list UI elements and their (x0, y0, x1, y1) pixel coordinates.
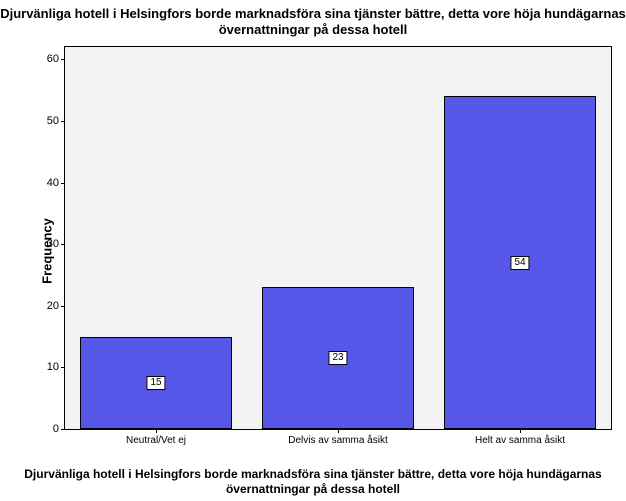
xtick-label: Neutral/Vet ej (126, 435, 186, 446)
xtick-mark (520, 429, 521, 433)
bar-value-label: 54 (510, 256, 529, 270)
ytick-mark (61, 429, 65, 430)
chart-title: Djurvänliga hotell i Helsingfors borde m… (0, 6, 626, 39)
xtick-mark (156, 429, 157, 433)
plot-area: 010203040506015Neutral/Vet ej23Delvis av… (64, 46, 612, 430)
ytick-mark (61, 121, 65, 122)
ytick-label: 50 (47, 115, 59, 127)
ytick-mark (61, 244, 65, 245)
ytick-mark (61, 367, 65, 368)
ytick-label: 0 (53, 423, 59, 435)
bar-value-label: 15 (146, 376, 165, 390)
ytick-label: 60 (47, 53, 59, 65)
ytick-label: 30 (47, 238, 59, 250)
xtick-label: Delvis av samma åsikt (288, 435, 387, 446)
x-axis-label: Djurvänliga hotell i Helsingfors borde m… (0, 467, 626, 497)
ytick-label: 10 (47, 361, 59, 373)
bar-value-label: 23 (328, 351, 347, 365)
y-axis-label: Frequency (39, 218, 54, 284)
ytick-mark (61, 306, 65, 307)
ytick-mark (61, 59, 65, 60)
xtick-mark (338, 429, 339, 433)
xtick-label: Helt av samma åsikt (475, 435, 565, 446)
bar-chart: Djurvänliga hotell i Helsingfors borde m… (0, 0, 626, 501)
ytick-mark (61, 183, 65, 184)
ytick-label: 40 (47, 177, 59, 189)
ytick-label: 20 (47, 300, 59, 312)
